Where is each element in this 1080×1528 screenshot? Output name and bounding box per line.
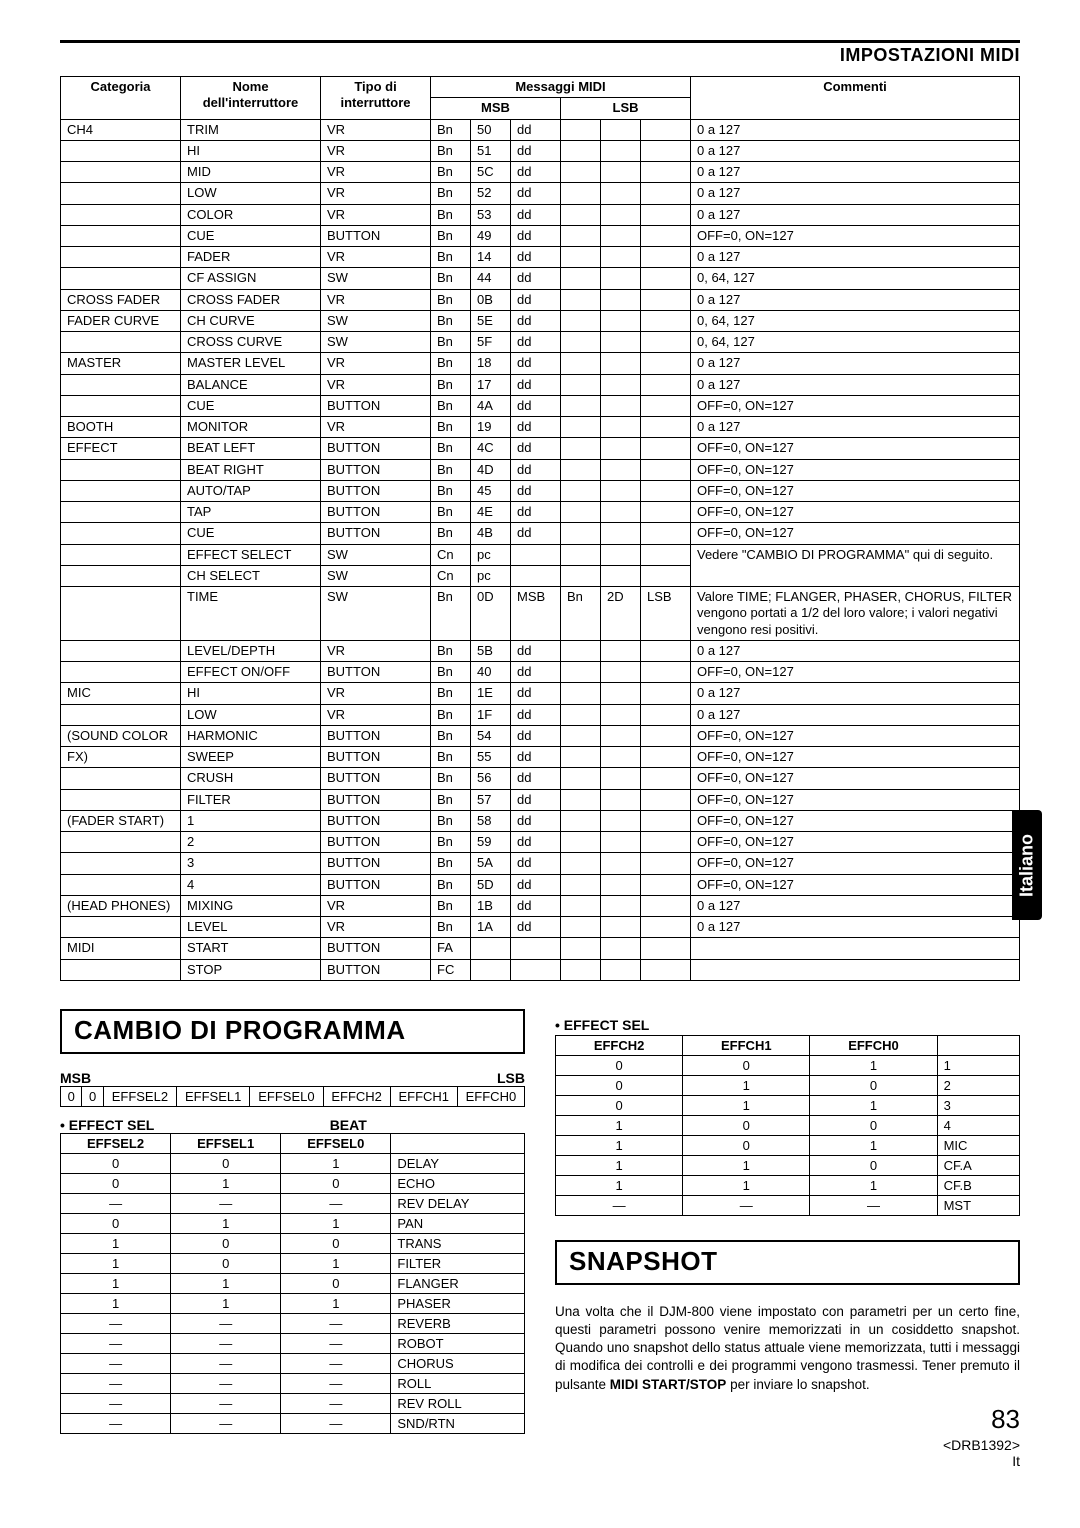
snapshot-box: SNAPSHOT bbox=[555, 1240, 1020, 1285]
table-row: FX)SWEEPBUTTONBn55ddOFF=0, ON=127 bbox=[61, 747, 1020, 768]
table-row: ———REV DELAY bbox=[61, 1193, 525, 1213]
table-row: TIMESWBn0DMSBBn2DLSBValore TIME; FLANGER… bbox=[61, 587, 1020, 641]
table-row: CRUSHBUTTONBn56ddOFF=0, ON=127 bbox=[61, 768, 1020, 789]
snapshot-text: Una volta che il DJM-800 viene impostato… bbox=[555, 1303, 1020, 1394]
table-row: 0113 bbox=[556, 1095, 1020, 1115]
table-row: 100TRANS bbox=[61, 1233, 525, 1253]
table-row: (HEAD PHONES)MIXINGVRBn1Bdd0 a 127 bbox=[61, 895, 1020, 916]
effsel-right-table: EFFCH2EFFCH1EFFCH0 0011010201131004101MI… bbox=[555, 1035, 1020, 1216]
msb-table: 00EFFSEL2EFFSEL1EFFSEL0EFFCH2EFFCH1EFFCH… bbox=[60, 1086, 525, 1107]
table-row: STOPBUTTONFC bbox=[61, 959, 1020, 980]
lsb-label: LSB bbox=[497, 1070, 525, 1086]
doc-lang: It bbox=[555, 1453, 1020, 1469]
table-row: 111PHASER bbox=[61, 1293, 525, 1313]
table-row: FADER CURVECH CURVESWBn5Edd0, 64, 127 bbox=[61, 310, 1020, 331]
table-row: 101MIC bbox=[556, 1135, 1020, 1155]
table-row: 3BUTTONBn5AddOFF=0, ON=127 bbox=[61, 853, 1020, 874]
table-row: EFFECTBEAT LEFTBUTTONBn4CddOFF=0, ON=127 bbox=[61, 438, 1020, 459]
table-row: 4BUTTONBn5DddOFF=0, ON=127 bbox=[61, 874, 1020, 895]
table-row: CH4TRIMVRBn50dd0 a 127 bbox=[61, 119, 1020, 140]
table-row: HIVRBn51dd0 a 127 bbox=[61, 140, 1020, 161]
table-row: 010ECHO bbox=[61, 1173, 525, 1193]
table-row: EFFECT SELECTSWCnpcVedere "CAMBIO DI PRO… bbox=[61, 544, 1020, 565]
table-row: COLORVRBn53dd0 a 127 bbox=[61, 204, 1020, 225]
table-row: 2BUTTONBn59ddOFF=0, ON=127 bbox=[61, 832, 1020, 853]
table-row: 1004 bbox=[556, 1115, 1020, 1135]
th-nome: Nome dell'interruttore bbox=[181, 77, 321, 120]
table-row: CROSS FADERCROSS FADERVRBn0Bdd0 a 127 bbox=[61, 289, 1020, 310]
th-commenti: Commenti bbox=[691, 77, 1020, 120]
table-row: (SOUND COLORHARMONICBUTTONBn54ddOFF=0, O… bbox=[61, 725, 1020, 746]
table-row: MASTERMASTER LEVELVRBn18dd0 a 127 bbox=[61, 353, 1020, 374]
table-row: TAPBUTTONBn4EddOFF=0, ON=127 bbox=[61, 502, 1020, 523]
effect-sel-label: • EFFECT SEL bbox=[60, 1117, 330, 1133]
snapshot-title: SNAPSHOT bbox=[569, 1246, 1006, 1277]
table-row: MICHIVRBn1Edd0 a 127 bbox=[61, 683, 1020, 704]
language-tab: Italiano bbox=[1012, 810, 1042, 920]
table-row: ———ROLL bbox=[61, 1373, 525, 1393]
table-row: ———MST bbox=[556, 1195, 1020, 1215]
table-row: FILTERBUTTONBn57ddOFF=0, ON=127 bbox=[61, 789, 1020, 810]
table-row: BEAT RIGHTBUTTONBn4DddOFF=0, ON=127 bbox=[61, 459, 1020, 480]
table-row: FADERVRBn14dd0 a 127 bbox=[61, 247, 1020, 268]
midi-table: Categoria Nome dell'interruttore Tipo di… bbox=[60, 76, 1020, 981]
table-row: 101FILTER bbox=[61, 1253, 525, 1273]
beat-label: BEAT bbox=[330, 1117, 525, 1133]
table-row: MIDISTARTBUTTONFA bbox=[61, 938, 1020, 959]
th-msb: MSB bbox=[431, 98, 561, 119]
th-messaggi: Messaggi MIDI bbox=[431, 77, 691, 98]
th-lsb: LSB bbox=[561, 98, 691, 119]
th-tipo: Tipo di interruttore bbox=[321, 77, 431, 120]
table-row: CUEBUTTONBn49ddOFF=0, ON=127 bbox=[61, 225, 1020, 246]
page-number: 83 bbox=[555, 1404, 1020, 1435]
table-row: LEVEL/DEPTHVRBn5Bdd0 a 127 bbox=[61, 640, 1020, 661]
cambio-title: CAMBIO DI PROGRAMMA bbox=[74, 1015, 511, 1046]
table-row: 0011 bbox=[556, 1055, 1020, 1075]
table-row: ———CHORUS bbox=[61, 1353, 525, 1373]
table-row: BALANCEVRBn17dd0 a 127 bbox=[61, 374, 1020, 395]
table-row: 110CF.A bbox=[556, 1155, 1020, 1175]
table-row: 111CF.B bbox=[556, 1175, 1020, 1195]
table-row: 001DELAY bbox=[61, 1153, 525, 1173]
table-row: ———ROBOT bbox=[61, 1333, 525, 1353]
table-row: 110FLANGER bbox=[61, 1273, 525, 1293]
table-row: (FADER START)1BUTTONBn58ddOFF=0, ON=127 bbox=[61, 810, 1020, 831]
table-row: 0102 bbox=[556, 1075, 1020, 1095]
table-row: MIDVRBn5Cdd0 a 127 bbox=[61, 162, 1020, 183]
table-row: CUEBUTTONBn4BddOFF=0, ON=127 bbox=[61, 523, 1020, 544]
effsel-right-label: • EFFECT SEL bbox=[555, 1017, 1020, 1033]
table-row: CROSS CURVESWBn5Fdd0, 64, 127 bbox=[61, 332, 1020, 353]
table-row: AUTO/TAPBUTTONBn45ddOFF=0, ON=127 bbox=[61, 480, 1020, 501]
th-categoria: Categoria bbox=[61, 77, 181, 120]
doc-id: <DRB1392> bbox=[555, 1437, 1020, 1453]
table-row: ———REVERB bbox=[61, 1313, 525, 1333]
table-row: CUEBUTTONBn4AddOFF=0, ON=127 bbox=[61, 395, 1020, 416]
table-row: BOOTHMONITORVRBn19dd0 a 127 bbox=[61, 417, 1020, 438]
table-row: EFFECT ON/OFFBUTTONBn40ddOFF=0, ON=127 bbox=[61, 662, 1020, 683]
table-row: 011PAN bbox=[61, 1213, 525, 1233]
page-header: IMPOSTAZIONI MIDI bbox=[60, 45, 1020, 66]
table-row: LOWVRBn1Fdd0 a 127 bbox=[61, 704, 1020, 725]
cambio-box: CAMBIO DI PROGRAMMA bbox=[60, 1009, 525, 1054]
table-row: ———SND/RTN bbox=[61, 1413, 525, 1433]
table-row: LEVELVRBn1Add0 a 127 bbox=[61, 917, 1020, 938]
beat-table: EFFSEL2EFFSEL1EFFSEL0 001DELAY010ECHO———… bbox=[60, 1133, 525, 1434]
table-row: CF ASSIGNSWBn44dd0, 64, 127 bbox=[61, 268, 1020, 289]
table-row: LOWVRBn52dd0 a 127 bbox=[61, 183, 1020, 204]
table-row: ———REV ROLL bbox=[61, 1393, 525, 1413]
msb-label: MSB bbox=[60, 1070, 91, 1086]
